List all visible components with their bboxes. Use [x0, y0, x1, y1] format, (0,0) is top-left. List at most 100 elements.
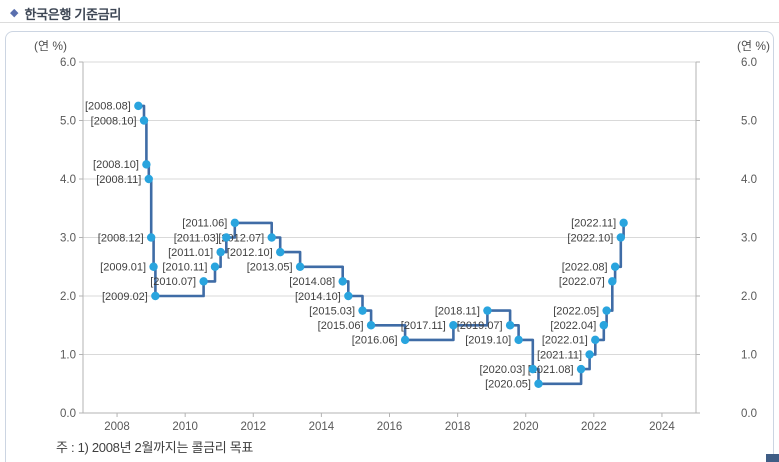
x-axis-label: 2008 — [104, 421, 130, 433]
data-point-marker — [616, 233, 625, 242]
x-axis-label: 2014 — [309, 421, 335, 433]
data-point-marker — [146, 233, 156, 242]
data-point-label: [2011.06] — [182, 218, 227, 230]
data-point-label: [2012.10] — [227, 247, 273, 259]
data-point-marker — [149, 262, 158, 271]
data-point-label: [2022.07] — [559, 276, 605, 288]
data-point-marker — [139, 116, 149, 125]
data-point-label: [2021.11] — [537, 349, 582, 361]
data-point-marker — [449, 321, 458, 330]
x-axis-label: 2024 — [649, 421, 675, 433]
y-axis-label-left: 5.0 — [60, 116, 76, 128]
data-point-label: [2011.03] — [174, 232, 219, 244]
data-point-marker — [142, 160, 151, 169]
data-point-label: [2009.01] — [100, 262, 146, 274]
data-point-marker — [199, 277, 208, 286]
data-point-label: [2011.01] — [168, 247, 213, 259]
y-axis-label-right: 2.0 — [741, 291, 757, 303]
data-point-marker — [585, 350, 594, 359]
data-point-marker — [534, 379, 543, 388]
y-axis-label-left: 3.0 — [60, 233, 76, 245]
data-point-marker — [267, 233, 276, 242]
data-point-label: [2010.11] — [162, 262, 207, 274]
data-point-label: [2020.03] — [479, 364, 525, 376]
y-axis-label-left: 0.0 — [60, 408, 76, 420]
y-axis-label-left: 6.0 — [60, 57, 76, 69]
data-point-marker — [144, 174, 153, 184]
diamond-bullet-icon: ◆ — [10, 6, 19, 19]
section-header: ◆ 한국은행 기준금리 — [10, 4, 121, 22]
data-point-marker — [599, 321, 608, 330]
y-axis-unit-right: (연 %) — [737, 39, 771, 53]
y-axis-label-right: 5.0 — [741, 116, 757, 128]
data-point-marker — [358, 306, 367, 315]
data-point-marker — [610, 262, 620, 271]
data-point-label: [2019.10] — [465, 335, 511, 347]
data-point-marker — [222, 233, 231, 242]
x-axis-label: 2016 — [377, 421, 403, 433]
data-point-label: [2014.10] — [295, 291, 341, 303]
data-point-label: [2014.08] — [289, 276, 335, 288]
data-point-label: [2021.08] — [528, 364, 574, 376]
y-axis-unit-left: (연 %) — [34, 39, 68, 53]
header-divider — [0, 22, 779, 23]
data-point-marker — [528, 364, 538, 374]
y-axis-label-right: 0.0 — [741, 408, 757, 420]
data-point-marker — [151, 291, 160, 301]
data-point-marker — [276, 247, 285, 257]
data-point-marker — [230, 218, 240, 228]
data-point-marker — [295, 262, 305, 271]
data-point-label: [2020.05] — [485, 379, 531, 391]
data-point-label: [2019.07] — [457, 320, 503, 332]
data-point-label: [2022.08] — [562, 262, 608, 274]
data-point-label: [2022.11] — [571, 218, 616, 230]
data-point-label: [2022.01] — [542, 335, 588, 347]
data-point-label: [2022.04] — [550, 320, 596, 332]
data-point-label: [2008.10] — [93, 159, 139, 171]
data-point-marker — [483, 306, 492, 315]
page-title: 한국은행 기준금리 — [24, 6, 122, 22]
data-point-label: [2008.08] — [85, 101, 131, 113]
chart-panel — [5, 31, 774, 462]
data-point-label: [2017.11] — [401, 320, 446, 332]
data-point-label: [2015.06] — [318, 320, 364, 332]
data-point-marker — [366, 321, 376, 330]
data-point-label: [2013.05] — [247, 262, 293, 274]
y-axis-label-right: 6.0 — [741, 57, 757, 69]
data-point-label: [2015.03] — [309, 305, 355, 317]
x-axis-label: 2018 — [445, 421, 471, 433]
chart-footnote: 주 : 1) 2008년 2월까지는 콜금리 목표 — [56, 440, 254, 455]
data-point-marker — [210, 262, 220, 271]
x-axis-label: 2010 — [172, 421, 198, 433]
data-point-label: [2008.10] — [91, 115, 137, 127]
data-point-marker — [602, 306, 611, 315]
x-axis-label: 2012 — [240, 421, 266, 433]
y-axis-label-right: 4.0 — [741, 174, 757, 186]
data-point-marker — [608, 277, 617, 286]
data-point-label: [2008.11] — [96, 174, 141, 186]
data-point-marker — [216, 247, 225, 257]
data-point-marker — [576, 364, 586, 374]
y-axis-label-right: 3.0 — [741, 233, 757, 245]
data-point-marker — [619, 218, 628, 228]
data-point-marker — [338, 277, 347, 286]
data-point-marker — [400, 335, 410, 345]
corner-accent — [766, 454, 779, 462]
data-point-label: [2018.11] — [435, 305, 480, 317]
data-point-label: [2010.07] — [150, 276, 196, 288]
data-point-label: [2009.02] — [102, 291, 148, 303]
data-point-marker — [591, 335, 600, 345]
y-axis-label-left: 2.0 — [60, 291, 76, 303]
data-point-marker — [344, 291, 353, 301]
data-point-marker — [134, 101, 143, 111]
data-point-marker — [505, 321, 515, 330]
data-point-label: [2016.06] — [352, 335, 398, 347]
y-axis-label-left: 4.0 — [60, 174, 76, 186]
x-axis-label: 2022 — [581, 421, 607, 433]
y-axis-label-left: 1.0 — [60, 350, 76, 362]
y-axis-label-right: 1.0 — [741, 350, 757, 362]
data-point-label: [2008.12] — [98, 232, 144, 244]
data-point-label: [2022.10] — [567, 232, 613, 244]
